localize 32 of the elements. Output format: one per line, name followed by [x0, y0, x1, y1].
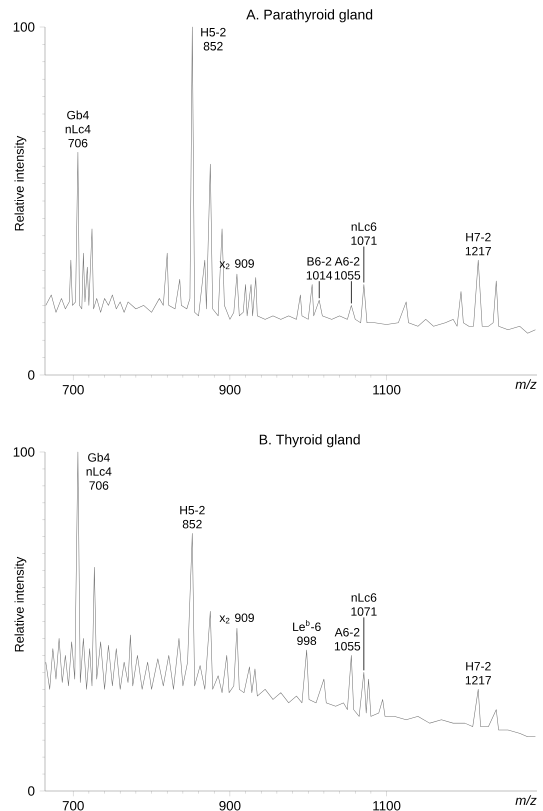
annotation: B6-2 1014 — [306, 257, 332, 280]
chart-title: A. Parathyroid gland — [246, 9, 372, 22]
y-tick-label: 0 — [28, 786, 34, 796]
line-series — [46, 26, 536, 334]
y-tick-label: 100 — [14, 22, 34, 32]
annotation: Le$^{b}$-6 998 — [293, 620, 321, 646]
x-tick-label: 1100 — [373, 385, 400, 394]
x-tick-label: 1100 — [373, 801, 400, 810]
annotation: H5-2 852 — [201, 28, 226, 50]
annotation: Gb4 nLc4 706 — [86, 452, 112, 490]
x-tick-label: 900 — [219, 801, 240, 810]
annotation: Gb4 nLc4 706 — [66, 110, 91, 148]
chart-title: B. Thyroid gland — [260, 434, 360, 448]
annotation: H5-2 852 — [180, 506, 205, 528]
annotation: nLc6 1071 — [351, 222, 377, 245]
annotation: nLc6 1071 — [351, 593, 377, 616]
x-axis-title: m/z — [515, 379, 537, 390]
x-tick-label: 900 — [219, 385, 240, 394]
y-tick-label: 0 — [28, 370, 34, 380]
annotation: x$_{2}$ 909 — [219, 259, 254, 270]
y-axis-title: Relative intensity — [14, 556, 26, 652]
x-tick-label: 700 — [62, 801, 84, 810]
annotation: A6-2 1055 — [334, 628, 360, 650]
y-axis-title: Relative intensity — [14, 136, 26, 230]
y-tick-label: 100 — [14, 447, 34, 457]
x-axis-title: m/z — [515, 795, 537, 806]
line-series — [46, 452, 536, 738]
annotation: A6-2 1055 — [334, 257, 360, 280]
annotation: H7-2 1217 — [466, 232, 491, 256]
annotation: H7-2 1217 — [466, 662, 491, 684]
x-tick-label: 700 — [62, 385, 84, 394]
annotation: x$_{2}$ 909 — [219, 614, 254, 624]
